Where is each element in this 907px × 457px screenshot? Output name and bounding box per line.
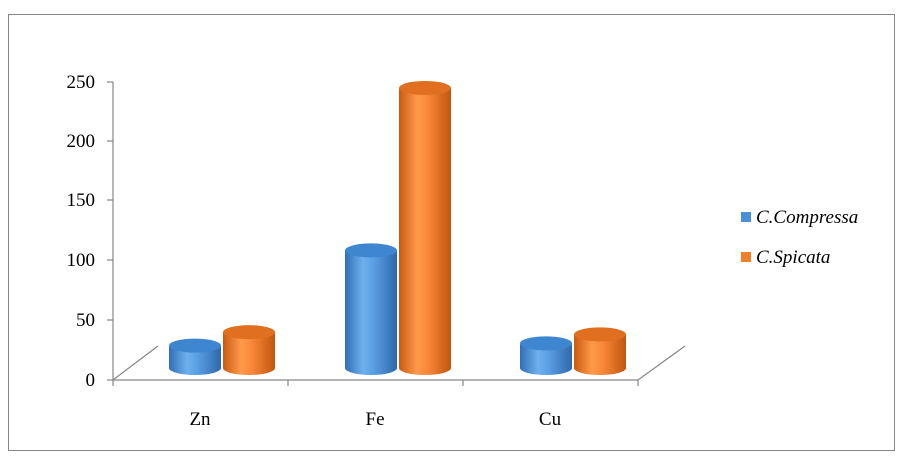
bar-top-zn-c-spicata — [223, 325, 275, 340]
floor-left-edge — [112, 345, 159, 381]
bar-top-fe-c-compressa — [345, 243, 397, 258]
y-tick-label: 100 — [67, 250, 96, 271]
floor-right-edge — [637, 345, 686, 381]
x-category-label: Fe — [366, 409, 385, 430]
bar-top-fe-c-spicata — [399, 81, 451, 95]
y-tick-label: 250 — [67, 72, 96, 93]
legend: C.Compressa C.Spicata — [741, 207, 858, 268]
legend-label: C.Compressa — [756, 207, 858, 228]
bar-top-cu-c-compressa — [520, 336, 572, 351]
y-tick-label: 150 — [67, 190, 96, 211]
y-tick-label: 0 — [86, 370, 96, 391]
bar-zn-c-compressa — [169, 345, 221, 375]
x-category-label: Cu — [539, 409, 562, 430]
chart-frame — [8, 14, 895, 451]
bars — [169, 81, 626, 375]
bar-fe-c-spicata — [399, 88, 451, 375]
x-category-label: Zn — [189, 409, 211, 430]
legend-label: C.Spicata — [756, 247, 830, 268]
bar-top-cu-c-spicata — [574, 327, 626, 342]
y-tick-label: 200 — [67, 131, 96, 152]
legend-swatch-c-compressa — [741, 212, 751, 222]
legend-swatch-c-spicata — [741, 252, 751, 262]
bar-cu-c-compressa — [520, 343, 572, 375]
bar-fe-c-compressa — [345, 250, 397, 375]
axes — [107, 81, 686, 386]
y-tick-label: 50 — [76, 310, 95, 331]
x-category-labels: Zn Fe Cu — [189, 409, 561, 430]
y-tick-labels: 0 50 100 150 200 250 — [67, 72, 96, 391]
bar-cu-c-spicata — [574, 334, 626, 375]
bar-zn-c-spicata — [223, 332, 275, 375]
bar-top-zn-c-compressa — [169, 338, 221, 353]
